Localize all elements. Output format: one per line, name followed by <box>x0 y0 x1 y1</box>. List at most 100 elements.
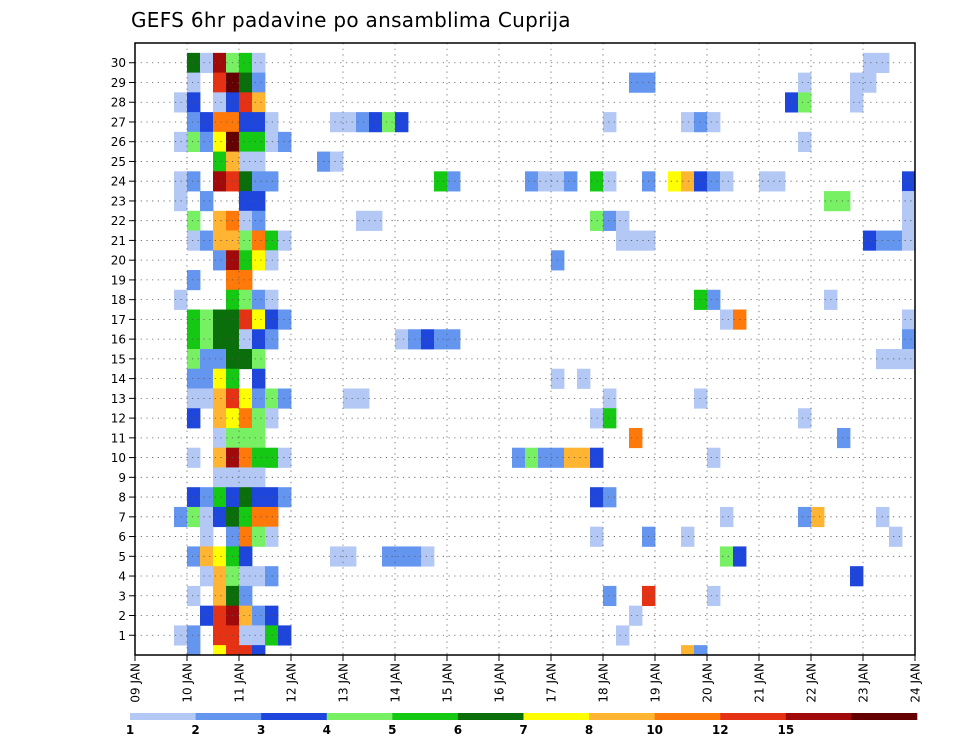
colorbar-label: 8 <box>585 723 593 737</box>
heatmap-cell <box>265 388 279 409</box>
y-tick-label: 1 <box>118 629 126 643</box>
heatmap-cell <box>252 191 266 212</box>
heatmap-cell <box>694 289 708 310</box>
heatmap-cell <box>265 309 279 330</box>
heatmap-cell <box>200 131 214 152</box>
y-tick-label: 16 <box>111 333 126 347</box>
heatmap-cell <box>265 329 279 350</box>
heatmap-cell <box>759 171 773 192</box>
x-tick-label: 15 JAN <box>441 663 455 703</box>
heatmap-cell <box>252 151 266 172</box>
plot-grid <box>134 43 916 655</box>
heatmap-cell <box>265 447 279 468</box>
heatmap-cell <box>187 349 201 370</box>
heatmap-cell <box>213 92 227 113</box>
heatmap-cell <box>252 487 266 508</box>
heatmap-cell <box>681 526 695 547</box>
heatmap-cell <box>668 171 682 192</box>
colorbar-label: 4 <box>323 723 331 737</box>
y-tick-label: 23 <box>111 194 126 208</box>
heatmap-cell <box>239 546 253 567</box>
x-axis: 09 JAN 10 JAN 11 JAN 12 JAN 13 JAN 14 JAN 15 J… <box>129 655 923 703</box>
heatmap-cell <box>239 526 253 547</box>
heatmap-cell <box>239 487 253 508</box>
heatmap-cell <box>213 171 227 192</box>
heatmap-cell <box>213 349 227 370</box>
heatmap-cell <box>213 625 227 646</box>
heatmap-cell <box>252 625 266 646</box>
heatmap-cell <box>239 506 253 528</box>
heatmap-cell <box>252 210 266 231</box>
heatmap-cell <box>252 506 266 528</box>
heatmap-cell <box>330 112 344 133</box>
heatmap-cells <box>174 52 916 656</box>
heatmap-cell <box>278 309 292 330</box>
colorbar-swatch <box>457 713 524 720</box>
y-tick-label: 24 <box>111 175 126 189</box>
y-tick-label: 12 <box>111 412 126 426</box>
y-tick-label: 21 <box>111 234 126 248</box>
heatmap-cell <box>187 92 201 113</box>
heatmap-cell <box>382 546 396 567</box>
heatmap-cell <box>239 171 253 192</box>
heatmap-cell <box>889 526 903 547</box>
heatmap-cell <box>187 171 201 192</box>
heatmap-cell <box>616 230 630 251</box>
heatmap-cell <box>629 72 643 93</box>
colorbar-label: 12 <box>712 723 729 737</box>
heatmap-cell <box>187 329 201 350</box>
colorbar-label: 6 <box>454 723 462 737</box>
heatmap-cell <box>720 309 734 330</box>
colorbar-swatch <box>195 713 262 720</box>
heatmap-cell <box>707 289 721 310</box>
heatmap-cell <box>239 329 253 350</box>
colorbar-swatch <box>851 713 918 720</box>
colorbar-label: 15 <box>777 723 794 737</box>
heatmap-cell <box>798 92 812 113</box>
colorbar-label: 3 <box>257 723 265 737</box>
heatmap-cell <box>603 112 617 133</box>
heatmap-cell <box>200 349 214 370</box>
heatmap-cell <box>798 72 812 93</box>
heatmap-cell <box>187 270 201 291</box>
heatmap-cell <box>356 210 370 231</box>
heatmap-cell <box>252 447 266 468</box>
heatmap-cell <box>278 487 292 508</box>
heatmap-cell <box>343 388 357 409</box>
y-tick-label: 3 <box>118 589 126 603</box>
colorbar-label: 1 <box>126 723 134 737</box>
heatmap-cell <box>200 388 214 409</box>
heatmap-cell <box>863 230 877 251</box>
heatmap-cell <box>850 92 864 113</box>
heatmap-cell <box>278 388 292 409</box>
heatmap-cell <box>239 289 253 310</box>
y-tick-label: 19 <box>111 273 126 287</box>
heatmap-cell <box>213 585 227 607</box>
heatmap-cell <box>187 112 201 133</box>
x-tick-label: 11 JAN <box>233 663 247 703</box>
heatmap-cell <box>538 171 552 192</box>
y-tick-label: 13 <box>111 392 126 406</box>
heatmap-cell <box>772 171 786 192</box>
heatmap-cell <box>213 645 227 656</box>
heatmap-cell <box>213 329 227 350</box>
heatmap-cell <box>863 72 877 93</box>
heatmap-cell <box>278 230 292 251</box>
x-tick-label: 23 JAN <box>857 663 871 703</box>
heatmap-cell <box>213 447 227 468</box>
heatmap-cell <box>239 447 253 468</box>
heatmap-cell <box>187 447 201 468</box>
heatmap-cell <box>538 447 552 468</box>
colorbar-swatch <box>523 713 590 720</box>
heatmap-cell <box>239 131 253 152</box>
heatmap-cell <box>525 447 539 468</box>
heatmap-cell <box>837 427 851 449</box>
heatmap-cell <box>902 309 916 330</box>
y-tick-label: 22 <box>111 214 126 228</box>
heatmap-cell <box>213 72 227 93</box>
heatmap-cell <box>200 526 214 547</box>
heatmap-cell <box>447 329 461 350</box>
heatmap-cell <box>239 72 253 93</box>
heatmap-cell <box>187 546 201 567</box>
heatmap-cell <box>213 388 227 409</box>
